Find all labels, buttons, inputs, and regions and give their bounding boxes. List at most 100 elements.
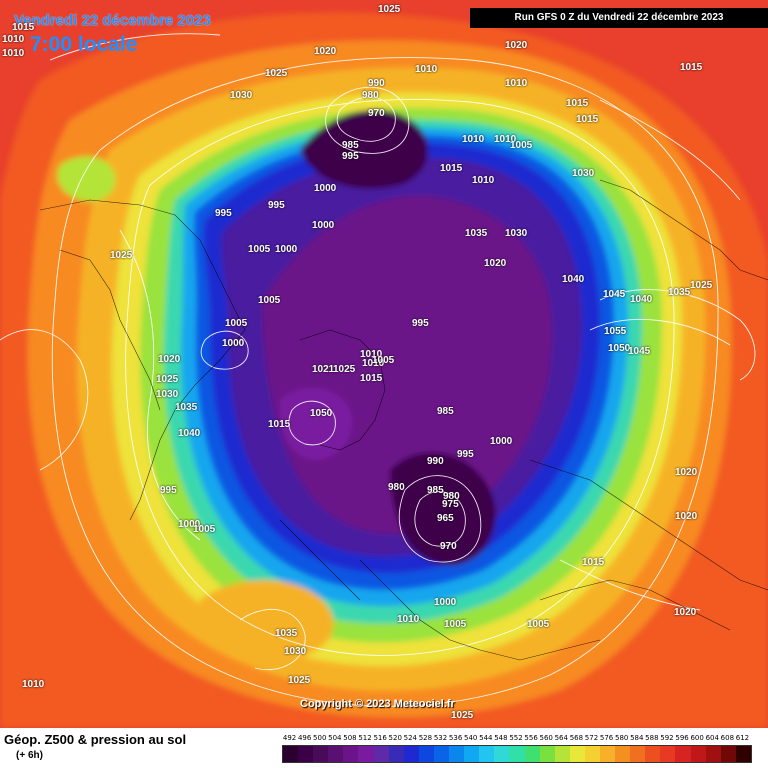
- isobar-value-label: 1005: [225, 318, 248, 329]
- legend-value: 528: [418, 734, 433, 742]
- isobar-value-label: 1050: [608, 343, 631, 354]
- legend-swatch: [298, 746, 314, 762]
- legend-value: 608: [720, 734, 735, 742]
- isobar-value-label: 1035: [668, 287, 691, 298]
- legend-swatch: [328, 746, 344, 762]
- map-local-time: 7:00 locale: [30, 33, 138, 56]
- legend-swatch: [449, 746, 465, 762]
- isobar-value-label: 985: [427, 485, 444, 496]
- isobar-value-label: 1035: [465, 228, 488, 239]
- weather-map: Vendredi 22 décembre 2023 7:00 locale Ru…: [0, 0, 768, 728]
- isobar-value-label: 1040: [562, 274, 585, 285]
- isobar-value-label: 1015: [440, 163, 463, 174]
- isobar-value-label: 1015: [582, 557, 605, 568]
- legend-swatch: [313, 746, 329, 762]
- footer-title: Géop. Z500 & pression au sol: [4, 732, 187, 747]
- legend-swatch: [494, 746, 510, 762]
- isobar-value-label: 980: [362, 90, 379, 101]
- copyright-notice: Copyright © 2023 Meteociel.fr: [300, 698, 455, 710]
- isobar-value-label: 995: [342, 151, 359, 162]
- legend-swatch: [283, 746, 299, 762]
- legend-swatch: [735, 746, 751, 762]
- isobar-value-label: 1010: [360, 349, 383, 360]
- legend-value: 492: [282, 734, 297, 742]
- legend-swatch: [433, 746, 450, 762]
- legend-value: 532: [433, 734, 448, 742]
- isobar-value-label: 1015: [12, 22, 35, 33]
- legend-value: 600: [690, 734, 704, 742]
- isobar-value-label: 1005: [444, 619, 467, 630]
- legend-value: 592: [660, 734, 674, 742]
- isobar-value-label: 1000: [275, 244, 298, 255]
- legend-swatch: [418, 746, 434, 762]
- isobar-value-label: 1015: [576, 114, 599, 125]
- legend-swatch: [373, 746, 389, 762]
- isobar-value-label: 1005: [527, 619, 550, 630]
- isobar-value-label: 995: [215, 208, 232, 219]
- legend-value: 584: [630, 734, 644, 742]
- isobar-value-label: 1030: [505, 228, 528, 239]
- map-date: Vendredi 22 décembre 2023: [14, 12, 211, 29]
- isobar-value-label: 1020: [314, 46, 337, 57]
- isobar-value-label: 1050: [310, 408, 333, 419]
- isobar-value-label: 1020: [505, 40, 528, 51]
- isobar-value-label: 1045: [628, 346, 651, 357]
- legend-swatch: [675, 746, 691, 762]
- legend-value: 572: [584, 734, 599, 742]
- isobar-value-label: 995: [160, 485, 177, 496]
- isobar-value-label: 1035: [275, 628, 298, 639]
- isobar-value-label: 1015: [680, 62, 703, 73]
- legend-value: 580: [614, 734, 629, 742]
- legend-swatch: [524, 746, 540, 762]
- isobar-value-label: 1005: [510, 140, 533, 151]
- legend-swatch: [479, 746, 495, 762]
- legend-swatch: [569, 746, 585, 762]
- isobar-value-label: 985: [342, 140, 359, 151]
- legend-value: 548: [494, 734, 508, 742]
- isobar-value-label: 1000: [222, 338, 245, 349]
- isobar-value-label: 1015: [360, 373, 383, 384]
- map-footer: Géop. Z500 & pression au sol (+ 6h) 492 4…: [0, 728, 768, 768]
- legend-value: 560: [539, 734, 553, 742]
- legend-value: 512: [358, 734, 372, 742]
- isobar-value-label: 1035: [175, 402, 198, 413]
- isobar-value-label: 995: [268, 200, 285, 211]
- isobar-value-label: 1010: [505, 78, 528, 89]
- legend-swatch: [343, 746, 359, 762]
- isobar-value-label: 990: [427, 456, 444, 467]
- isobar-value-label: 1025: [110, 250, 133, 261]
- legend-value-labels: 492 496 500 504 508 512 516 520 524 528 532 536 540 5…: [282, 734, 750, 744]
- isobar-value-label: 1010: [462, 134, 485, 145]
- legend-value: 588: [645, 734, 659, 742]
- footer-subtitle: (+ 6h): [16, 750, 43, 761]
- legend-value: 576: [599, 734, 614, 742]
- run-info-banner: Run GFS 0 Z du Vendredi 22 décembre 2023: [470, 8, 768, 28]
- isobar-value-label: 1015: [268, 419, 291, 430]
- isobar-value-label: 975: [442, 499, 459, 510]
- legend-swatch: [509, 746, 525, 762]
- isobar-value-label: 1005: [258, 295, 281, 306]
- legend-value: 564: [554, 734, 568, 742]
- isobar-value-label: 1020: [484, 258, 507, 269]
- legend-value: 604: [705, 734, 719, 742]
- legend-swatch: [388, 746, 404, 762]
- isobar-value-label: 1030: [156, 389, 179, 400]
- isobar-value-label: 990: [368, 78, 385, 89]
- coastlines: [39, 179, 768, 661]
- legend-value: 520: [388, 734, 402, 742]
- isobar-value-label: 1010: [494, 134, 517, 145]
- isobar-value-label: 995: [412, 318, 429, 329]
- isobar-value-label: 1010: [415, 64, 438, 75]
- legend-swatch: [554, 746, 570, 762]
- isobar-value-label: 1005: [193, 524, 216, 535]
- isobar-value-label: 1020: [675, 511, 698, 522]
- isobar-value-label: 1030: [284, 646, 307, 657]
- legend-swatch: [660, 746, 676, 762]
- legend-swatch: [599, 746, 616, 762]
- legend-swatch: [403, 746, 419, 762]
- legend-value: 540: [464, 734, 478, 742]
- geopotential-field: [0, 12, 768, 728]
- isobar-value-label: 1010: [362, 358, 385, 369]
- isobar-value-label: 1020: [158, 354, 181, 365]
- isobar-value-label: 1040: [178, 428, 201, 439]
